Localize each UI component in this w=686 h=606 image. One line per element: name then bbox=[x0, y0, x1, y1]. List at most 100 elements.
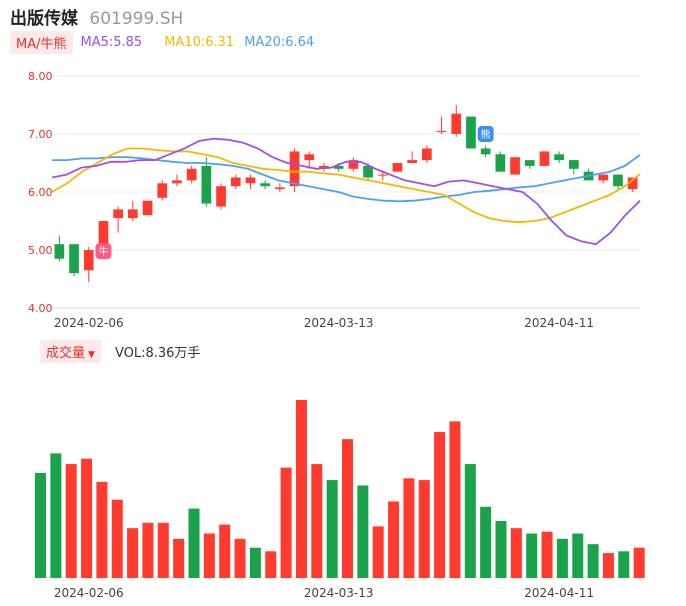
candle-body bbox=[304, 154, 315, 161]
volume-bar bbox=[203, 533, 215, 578]
ma5-line bbox=[51, 137, 641, 246]
volume-bar bbox=[295, 400, 307, 578]
volume-bar bbox=[602, 553, 614, 578]
volume-bar bbox=[65, 464, 77, 578]
candle-body bbox=[377, 174, 388, 176]
dropdown-arrow-icon: ▼ bbox=[88, 349, 95, 360]
volume-bar bbox=[81, 458, 93, 578]
y-tick-label: 4.00 bbox=[28, 302, 53, 315]
candle-body bbox=[186, 168, 197, 181]
candle-body bbox=[274, 187, 285, 190]
candle-body bbox=[245, 177, 256, 184]
bull-marker-bg bbox=[95, 243, 112, 260]
volume-bar bbox=[495, 521, 507, 578]
x-tick-label: 2024-04-11 bbox=[524, 316, 594, 330]
volume-bar bbox=[280, 467, 292, 578]
candle-body bbox=[392, 163, 403, 172]
candle-body bbox=[524, 160, 535, 166]
volume-bar bbox=[35, 472, 46, 578]
volume-bar bbox=[388, 501, 400, 578]
volume-bar bbox=[173, 538, 185, 578]
volume-bar bbox=[50, 453, 62, 578]
x-tick-label-volume: 2024-02-06 bbox=[54, 586, 124, 600]
candle-body bbox=[363, 165, 373, 178]
y-tick-label: 8.00 bbox=[28, 70, 53, 83]
bull-marker: 牛 bbox=[95, 243, 112, 260]
volume-bar bbox=[357, 485, 369, 578]
candle-body bbox=[451, 113, 462, 134]
volume-bar bbox=[265, 551, 277, 578]
bear-marker-label: 熊 bbox=[481, 128, 491, 141]
volume-bar bbox=[96, 481, 108, 578]
volume-bar bbox=[342, 439, 353, 578]
candle-body bbox=[83, 250, 94, 271]
volume-bar bbox=[142, 522, 154, 578]
candle-body bbox=[127, 209, 138, 219]
x-tick-label: 2024-02-06 bbox=[54, 316, 124, 330]
volume-bar bbox=[572, 533, 584, 578]
x-tick-label: 2024-03-13 bbox=[304, 316, 374, 330]
volume-bar bbox=[449, 421, 461, 578]
volume-bar bbox=[372, 526, 384, 578]
bull-marker-label: 牛 bbox=[98, 245, 108, 258]
x-tick-label-volume: 2024-03-13 bbox=[304, 586, 374, 600]
volume-bar bbox=[111, 499, 123, 578]
candle-body bbox=[598, 174, 609, 181]
candle-body bbox=[260, 183, 271, 187]
x-tick-label-volume: 2024-04-11 bbox=[524, 586, 594, 600]
candle-body bbox=[289, 151, 300, 187]
volume-bar bbox=[326, 480, 338, 578]
bear-marker-bg bbox=[477, 126, 494, 142]
candle-body bbox=[142, 200, 153, 216]
volume-bar bbox=[556, 538, 568, 578]
ma10-line bbox=[51, 147, 641, 224]
candle-body bbox=[230, 177, 241, 187]
volume-bar bbox=[510, 528, 522, 578]
candle-body bbox=[466, 116, 476, 149]
volume-bar bbox=[633, 547, 645, 578]
y-tick-label: 7.00 bbox=[28, 128, 53, 141]
volume-bar bbox=[541, 531, 553, 578]
candle-body bbox=[495, 154, 506, 172]
volume-bar bbox=[434, 432, 446, 578]
candle-body bbox=[54, 244, 65, 259]
volume-bar bbox=[157, 522, 169, 578]
candle-body bbox=[407, 160, 418, 163]
volume-bar bbox=[618, 551, 630, 578]
candle-body bbox=[480, 148, 491, 155]
candle-body bbox=[421, 148, 432, 161]
volume-bar bbox=[127, 528, 139, 578]
bear-marker: 熊 bbox=[477, 126, 494, 142]
volume-value: VOL:8.36万手 bbox=[114, 345, 201, 361]
candle-body bbox=[216, 186, 226, 207]
ma20-value: MA20:6.64 bbox=[244, 34, 315, 50]
stock-title: 出版传媒 601999.SH bbox=[10, 4, 183, 29]
candle-body bbox=[98, 221, 109, 245]
indicator-selector-volume[interactable]: 成交量 ▼ bbox=[40, 339, 101, 363]
candle-body bbox=[172, 180, 182, 184]
indicator-selector-ma[interactable]: MA/牛熊 bbox=[10, 30, 73, 54]
stock-code: 601999.SH bbox=[89, 9, 184, 29]
candle-body bbox=[539, 151, 550, 166]
y-tick-label: 5.00 bbox=[28, 244, 53, 257]
candle-body bbox=[627, 177, 638, 190]
candle-body bbox=[201, 165, 212, 204]
candle-body bbox=[613, 174, 623, 187]
ma-legend: MA/牛熊 MA5:5.85 MA10:6.31 MA20:6.64 bbox=[10, 30, 314, 54]
volume-selector-label: 成交量 bbox=[46, 345, 86, 361]
candle-body bbox=[554, 154, 565, 161]
candle-body bbox=[510, 157, 520, 175]
volume-bar bbox=[587, 544, 599, 578]
volume-bar bbox=[311, 464, 323, 578]
candle-body bbox=[69, 244, 79, 274]
volume-legend: 成交量 ▼ VOL:8.36万手 bbox=[40, 339, 201, 363]
volume-bar bbox=[480, 506, 492, 578]
candle-body bbox=[436, 131, 447, 133]
candle-body bbox=[348, 160, 359, 169]
ma5-value: MA5:5.85 bbox=[80, 34, 143, 50]
candle-body bbox=[333, 165, 344, 169]
candle-body bbox=[157, 183, 168, 198]
volume-bar bbox=[188, 508, 200, 578]
y-tick-label: 6.00 bbox=[28, 186, 53, 199]
